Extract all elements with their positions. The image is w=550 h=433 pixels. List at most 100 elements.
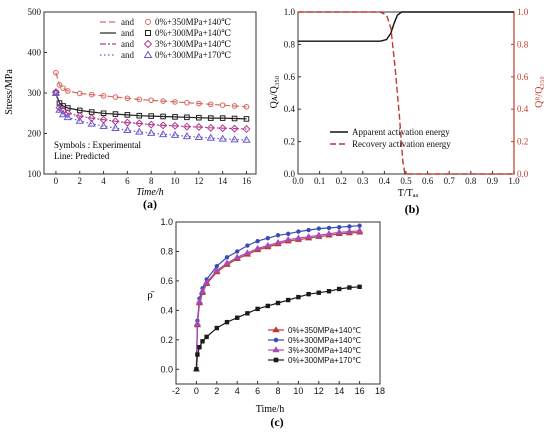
panel-c-xtick-label: 12 [314, 386, 324, 396]
panel-c-ytick-label: 0.6 [160, 276, 173, 286]
panel-c-data-point [357, 284, 362, 290]
panel-c-data-point [235, 249, 240, 254]
panel-a-data-point [88, 91, 95, 98]
panel-b-xtick-label: 0.9 [487, 176, 499, 186]
panel-b-ytick-right-label: 0.2 [517, 137, 528, 147]
panel-c-data-point [305, 233, 313, 239]
panel-c-ytick-label: 0.4 [160, 305, 173, 315]
panel-c-legend-label: 0%+350MPa+140℃ [288, 326, 361, 335]
panel-a-legend-label: 0%+350MPa+140℃ [155, 17, 231, 27]
panel-c-xtick-label: 14 [334, 386, 344, 396]
panel-c-xlabel: Time/h [256, 404, 285, 415]
panel-c-xtick-label: 18 [375, 386, 385, 396]
panel-b-ytick-label: 0.0 [284, 169, 296, 179]
panel-b-frame [297, 11, 515, 175]
panel-a-data-point [196, 100, 202, 107]
panel-c-data-point [245, 311, 250, 316]
panel-a-data-point [75, 112, 84, 121]
panel-c-data-point [213, 266, 221, 273]
panel-c-data-point [224, 319, 230, 325]
panel-c-data-point [347, 224, 352, 229]
panel-c-data-point [296, 294, 301, 300]
panel-a-data-point [75, 116, 84, 124]
panel-b-ytick-right-label: 0.8 [517, 39, 529, 49]
panel-c-data-point [306, 291, 311, 297]
panel-a-data-point [219, 102, 226, 108]
panel-a-ytick-label: 300 [28, 88, 42, 98]
panel-a-data-point [172, 99, 178, 105]
panel-a-annotation-1: Symbols : Experimental [54, 140, 141, 150]
panel-b-plot: 0.0 0.1 0.2 0.3 0.4 0.5 0.6 0.7 0.8 0.9 1.00.0 0.00… [284, 7, 529, 186]
panel-a-data-point [51, 88, 61, 96]
panel-a-legend-label: 0%+300MPa+170℃ [155, 50, 231, 60]
panel-a-ytick-label: 500 [28, 7, 42, 17]
panel-a-data-point [207, 115, 214, 121]
panel-b-ylabel: Qᴀ/Q₃₅₀ [269, 75, 280, 108]
panel-a-data-point [160, 113, 166, 120]
panel-c-ytick-label: 0.0 [160, 364, 173, 374]
panel-a-legend-marker [143, 50, 153, 58]
panel-c-data-point [326, 225, 332, 231]
panel-a-data-point [194, 132, 204, 140]
panel-a-annotation-2: Line: Predicted [54, 151, 110, 161]
panel-a-data-point [56, 82, 63, 88]
panel-b-ytick-right-label: 1.0 [517, 7, 529, 17]
panel-a-legend-label: 3%+300MPa+140℃ [155, 39, 231, 49]
panel-c-data-point [265, 303, 271, 309]
panel-a-data-point [184, 99, 190, 106]
panel-a-data-point [196, 114, 202, 121]
panel-a-legend-joiner: and [121, 50, 134, 60]
panel-c-data-point [275, 300, 281, 306]
panel-c-data-point [264, 241, 272, 248]
panel-b-xtick-label: 0.7 [444, 176, 456, 186]
panel-c-data-point [198, 287, 207, 294]
panel-a-xtick-label: 0 [54, 176, 59, 186]
panel-b-xtick-label: 0.0 [292, 176, 304, 186]
panel-a-data-point [206, 123, 215, 132]
panel-a-xtick-label: 14 [218, 176, 228, 186]
panel-b-series-line [298, 11, 514, 175]
panel-c-data-point [200, 339, 205, 344]
panel-a-xlabel: Time/h [136, 187, 163, 198]
panel-c-data-point [203, 278, 211, 285]
panel-c-xtick-label: -2 [172, 386, 180, 396]
panel-c-data-point [194, 367, 199, 372]
panel-c-data-point [254, 244, 262, 251]
panel-a-data-point [148, 113, 154, 119]
panel-b-ytick-right-label: 0.4 [517, 104, 529, 114]
panel-a-series-line [55, 72, 247, 108]
panel-a-legend-label: 0%+300MPa+140℃ [155, 28, 231, 38]
panel-c-data-point [214, 325, 220, 331]
panel-c-data-point [326, 289, 332, 294]
panel-a-data-point [112, 94, 119, 100]
panel-c-data-point [233, 253, 241, 260]
panel-a-xtick-label: 10 [171, 176, 181, 186]
panel-c-data-point [265, 236, 270, 241]
panel-a-data-point [136, 96, 143, 103]
panel-a-data-point [55, 105, 64, 113]
panel-a-data-point [147, 120, 156, 129]
panel-b-ytick-right-label: 0.0 [517, 169, 529, 179]
panel-c-data-point [306, 227, 311, 233]
panel-c-ytick-label: 0.8 [160, 246, 173, 256]
panel-b-ytick-label: 0.4 [284, 104, 296, 114]
panel-a-data-point [231, 115, 238, 122]
panel-a-data-point [243, 116, 250, 122]
panel-a-data-point [136, 112, 143, 119]
panel-a-legend-marker [143, 39, 153, 49]
panel-a-label: (a) [143, 197, 157, 211]
panel-c-data-point [195, 297, 204, 304]
panel-a-data-point [135, 119, 144, 128]
panel-c-legend-marker [272, 326, 280, 333]
panel-c-data-point [255, 306, 260, 312]
panel-c-data-point [245, 243, 250, 248]
panel-b-legend-label: Recovery activation energy [352, 139, 451, 149]
panel-a-data-point [206, 133, 215, 141]
panel-c-xtick-label: 0 [194, 386, 199, 396]
panel-c-data-point [284, 236, 292, 242]
panel-a-legend-joiner: and [121, 39, 134, 49]
panel-a-data-point [242, 125, 251, 134]
panel-c-legend-label: 0%+300MPa+140℃ [288, 336, 361, 345]
